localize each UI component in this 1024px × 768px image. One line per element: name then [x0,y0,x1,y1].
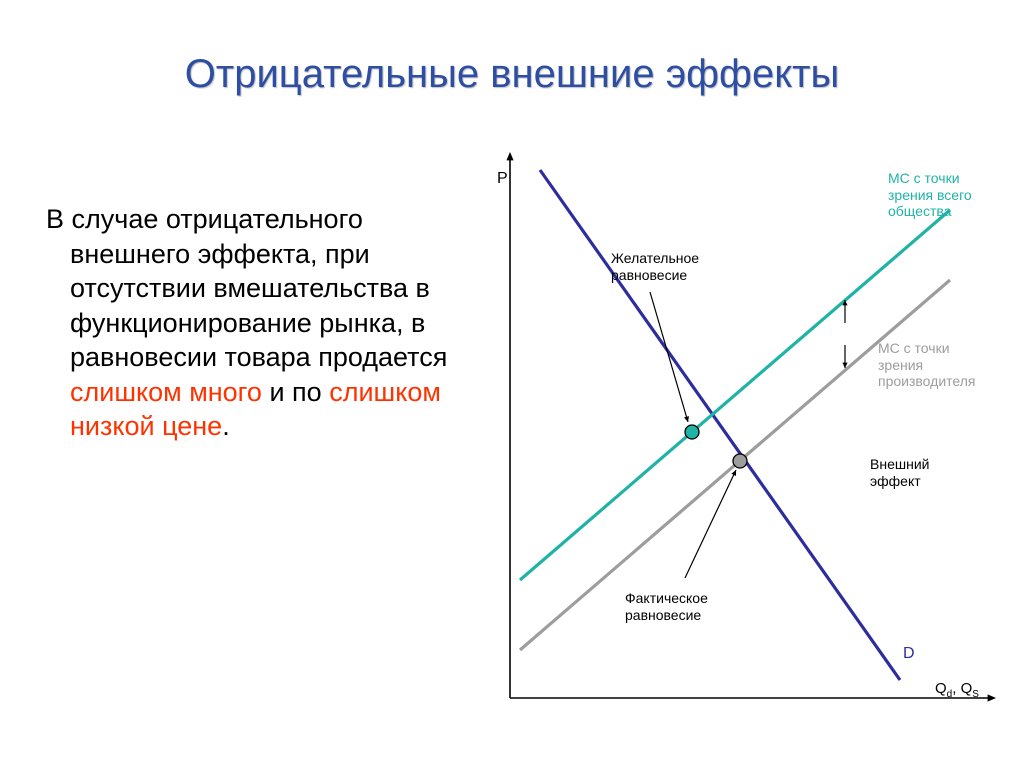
body-mid: и по [269,377,329,407]
axis-label-q: Qd, QS [935,680,979,700]
slide: Отрицательные внешние эффекты В случае о… [0,0,1024,768]
desired-equilibrium-point [685,425,699,439]
body-suffix: . [222,411,230,441]
axis-label-p: P [497,170,508,188]
label-mc-private: МC с точкизренияпроизводителя [878,340,1008,390]
label-mc-social: МC с точкизрения всегообщества [888,170,1008,220]
label-desired-eq: Желательноеравновесие [611,250,751,283]
actual-equilibrium-point [733,454,747,468]
slide-title: Отрицательные внешние эффекты [0,52,1024,97]
label-actual-eq: Фактическоеравновесие [625,590,765,623]
label-demand: D [903,645,915,663]
economics-chart [470,150,1010,730]
body-paragraph: В случае отрицательного внешнего эффекта… [46,202,478,444]
body-prefix: В случае отрицательного внешнего эффекта… [46,204,447,372]
body-highlight-1: слишком много [70,377,262,407]
label-external-effect: Внешнийэффект [870,456,970,489]
